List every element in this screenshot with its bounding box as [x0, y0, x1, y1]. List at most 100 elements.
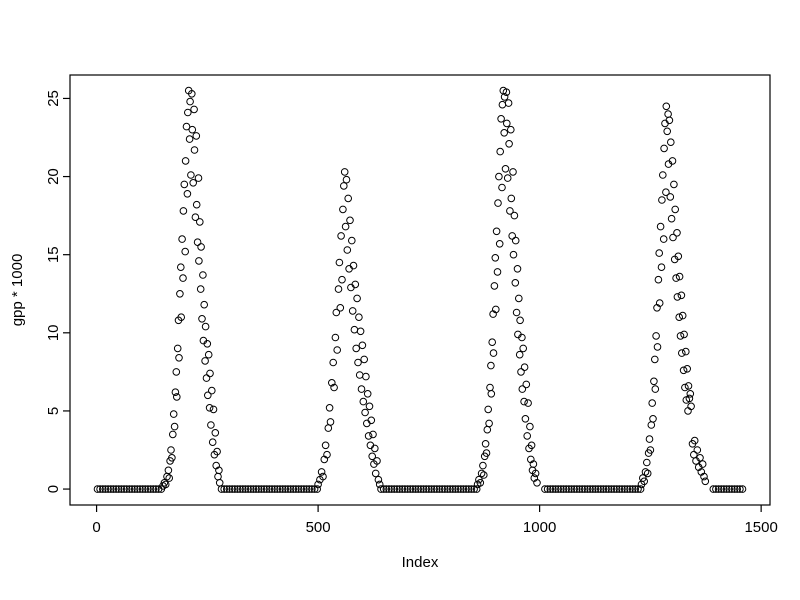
y-axis: 0 5 10 15 20 25 [45, 90, 70, 493]
data-point [498, 100, 507, 109]
data-point [483, 425, 492, 434]
data-point [233, 485, 242, 493]
data-point [669, 233, 677, 242]
data-point [375, 480, 384, 489]
data-point [701, 477, 710, 486]
data-point [200, 300, 208, 309]
y-tick-label: 15 [45, 246, 62, 263]
data-point [262, 485, 271, 493]
data-point [541, 485, 549, 493]
data-point [125, 485, 134, 493]
data-point [314, 480, 322, 489]
data-point [492, 305, 500, 314]
data-point [181, 247, 189, 256]
data-point [650, 377, 658, 386]
data-point [476, 479, 485, 487]
data-point [323, 450, 331, 459]
data-point [368, 452, 377, 461]
data-point [676, 332, 685, 340]
data-point [655, 249, 664, 257]
data-point [319, 472, 327, 481]
data-point [387, 485, 396, 493]
data-point [286, 485, 295, 493]
data-point [658, 196, 666, 204]
data-point [358, 341, 367, 350]
data-point [531, 469, 540, 478]
data-point [346, 216, 354, 225]
data-point [529, 460, 538, 468]
data-point [684, 407, 692, 415]
data-point [668, 157, 677, 165]
data-point [700, 472, 708, 481]
data-point [204, 391, 212, 400]
data-point [659, 171, 667, 179]
data-point [533, 479, 541, 487]
data-point [490, 282, 499, 290]
data-point [520, 363, 529, 372]
data-point [333, 346, 342, 354]
data-point [515, 350, 524, 359]
data-point [357, 385, 366, 393]
data-point [338, 275, 346, 284]
data-point [184, 108, 192, 117]
data-point [498, 183, 506, 192]
data-point [565, 485, 573, 493]
data-point [201, 322, 210, 331]
data-point [427, 485, 436, 493]
data-point [114, 485, 123, 493]
data-point [321, 441, 330, 450]
x-tick-label: 0 [92, 519, 100, 536]
data-point [433, 485, 441, 493]
data-point [355, 371, 364, 379]
data-point [662, 188, 670, 196]
data-point [489, 349, 498, 357]
data-point [180, 180, 189, 189]
data-point [181, 157, 190, 165]
data-point [522, 380, 531, 389]
data-point [194, 174, 203, 182]
data-point [492, 227, 501, 236]
data-point [401, 485, 409, 493]
data-point [683, 365, 692, 373]
data-point [425, 485, 433, 493]
data-point [487, 390, 496, 398]
data-point [336, 304, 345, 312]
data-point [136, 485, 144, 493]
data-point [328, 379, 336, 387]
data-point [353, 294, 361, 303]
data-point [501, 165, 510, 173]
data-point [265, 485, 274, 493]
data-point [165, 474, 173, 482]
data-point [192, 200, 201, 209]
data-point [675, 272, 684, 281]
data-point [508, 232, 517, 240]
data-point [112, 485, 120, 493]
data-point [685, 394, 694, 403]
data-point [664, 110, 672, 118]
data-point [371, 444, 379, 453]
data-point [236, 485, 244, 493]
data-point [681, 383, 689, 392]
data-point [503, 119, 511, 128]
data-point [451, 485, 460, 493]
data-point [349, 261, 358, 270]
data-point [409, 485, 417, 493]
data-point [485, 419, 493, 428]
data-point [510, 211, 519, 220]
data-point [284, 485, 292, 493]
data-point [518, 385, 527, 393]
data-point [479, 461, 487, 470]
y-tick-label: 0 [45, 485, 62, 493]
data-point [395, 485, 404, 493]
data-point [398, 485, 407, 493]
x-axis: 0 500 1000 1500 [92, 505, 778, 536]
data-point [313, 485, 322, 493]
data-point [406, 485, 415, 493]
data-point [435, 485, 444, 493]
data-point [509, 168, 517, 176]
data-point [334, 285, 343, 293]
data-point [211, 429, 220, 437]
data-point [709, 485, 718, 493]
data-point [163, 472, 171, 481]
